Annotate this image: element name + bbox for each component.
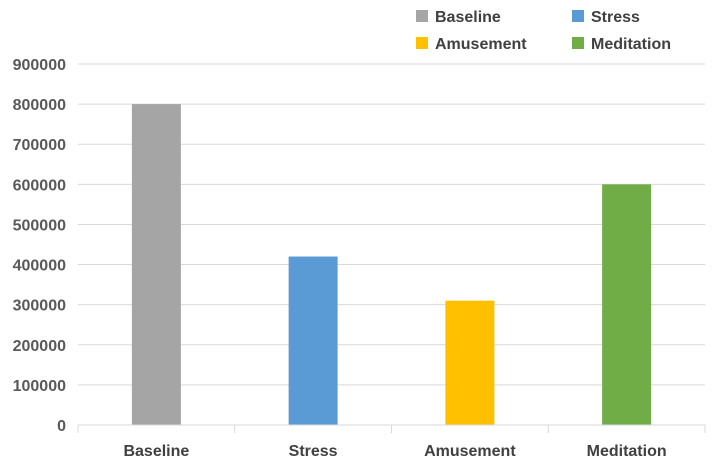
- legend-swatch-amusement: [416, 37, 428, 49]
- bar-baseline: [131, 104, 181, 425]
- bars: [131, 104, 652, 425]
- y-tick-label: 600000: [13, 177, 66, 194]
- gridlines: [78, 63, 705, 386]
- x-category-label: Stress: [289, 443, 338, 460]
- x-axis: [77, 424, 706, 433]
- x-category-label: Meditation: [587, 443, 667, 460]
- legend-swatch-meditation: [572, 37, 584, 49]
- legend-label: Baseline: [435, 9, 501, 26]
- x-category-label: Amusement: [424, 443, 516, 460]
- y-tick-label: 200000: [13, 338, 66, 355]
- legend-swatch-stress: [572, 10, 584, 22]
- y-axis-tick-labels: 0 100000 200000 300000 400000 500000 600000 700…: [13, 57, 66, 435]
- legend-label: Meditation: [591, 36, 671, 53]
- bar-amusement: [445, 300, 495, 425]
- y-tick-label: 100000: [13, 378, 66, 395]
- bar-meditation: [602, 184, 652, 425]
- y-tick-label: 800000: [13, 97, 66, 114]
- y-tick-label: 400000: [13, 258, 66, 275]
- y-tick-label: 0: [57, 418, 66, 435]
- y-tick-label: 700000: [13, 137, 66, 154]
- legend-label: Stress: [591, 9, 640, 26]
- y-tick-label: 300000: [13, 298, 66, 315]
- legend-swatch-baseline: [416, 10, 428, 22]
- y-tick-label: 900000: [13, 57, 66, 74]
- bar-stress: [288, 256, 338, 425]
- y-tick-label: 500000: [13, 217, 66, 234]
- x-category-label: Baseline: [123, 443, 189, 460]
- x-axis-category-labels: Baseline Stress Amusement Meditation: [123, 443, 666, 460]
- legend: Baseline Stress Amusement Meditation: [416, 9, 671, 53]
- legend-label: Amusement: [435, 36, 527, 53]
